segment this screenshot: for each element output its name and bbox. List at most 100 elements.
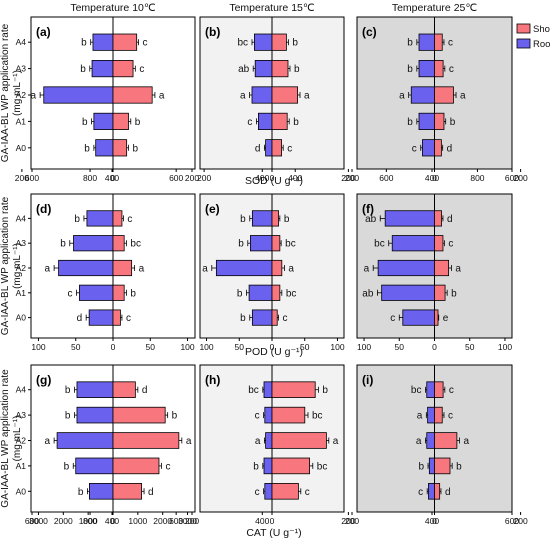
x-tick-label: 400: [255, 516, 269, 526]
root-bar: [76, 381, 114, 398]
shoot-bar: [434, 381, 444, 398]
x-tick-label: 400: [288, 173, 302, 183]
root-significance-letter: a: [417, 411, 423, 422]
root-significance-letter: ab: [362, 288, 374, 299]
root-significance-letter: a: [240, 91, 246, 102]
root-significance-letter: b: [237, 288, 243, 299]
panel-label: (c): [362, 25, 377, 39]
shoot-bar: [112, 259, 133, 277]
shoot-bar: [271, 432, 327, 449]
root-significance-letter: b: [65, 411, 71, 422]
shoot-significance-letter: c: [143, 38, 148, 49]
category-label: A2: [16, 263, 27, 273]
root-bar: [93, 112, 114, 130]
category-label: A3: [16, 64, 27, 74]
root-bar: [427, 406, 435, 424]
root-significance-letter: bc: [374, 239, 385, 250]
panel-b: (b)8006004002000200400600800dccbaaabbbcb: [25, 16, 519, 183]
x-tick-label: 0: [270, 173, 275, 183]
x-tick-label: 50: [71, 342, 81, 352]
shoot-bar: [434, 139, 442, 157]
shoot-bar: [434, 259, 449, 277]
shoot-bar: [271, 406, 306, 424]
panel-label: (g): [36, 373, 51, 387]
root-significance-letter: b: [407, 117, 413, 128]
panel-label: (a): [36, 25, 51, 39]
shoot-significance-letter: bc: [317, 461, 328, 472]
root-significance-letter: b: [78, 487, 84, 498]
root-significance-letter: a: [364, 264, 370, 275]
shoot-significance-letter: d: [447, 143, 453, 154]
shoot-significance-letter: a: [186, 436, 192, 447]
shoot-bar: [112, 381, 136, 398]
shoot-bar: [271, 60, 289, 78]
root-bar: [92, 33, 114, 51]
x-tick-label: 200: [341, 516, 355, 526]
root-bar: [43, 86, 114, 104]
shoot-bar: [112, 139, 128, 157]
panel-i: (i)8006004002000200400600800cdbbaaacbcc: [83, 364, 528, 526]
root-bar: [418, 33, 435, 51]
shoot-bar: [271, 112, 288, 130]
legend-swatch-root: [516, 38, 531, 49]
category-label: A1: [16, 461, 27, 471]
shoot-bar: [112, 284, 125, 301]
root-significance-letter: ab: [238, 64, 250, 75]
root-bar: [88, 309, 114, 326]
shoot-significance-letter: c: [287, 143, 292, 154]
root-bar: [402, 309, 435, 326]
root-bar: [410, 86, 435, 104]
root-bar: [73, 235, 114, 252]
x-tick-label: 100: [498, 342, 512, 352]
panel-label: (f): [362, 202, 374, 216]
x-tick-label: 800: [83, 516, 97, 526]
x-tick-label: 0: [111, 516, 116, 526]
shoot-significance-letter: a: [455, 264, 461, 275]
y-axis-title-unit: (mg mL⁻¹): [12, 416, 23, 462]
category-label: A4: [16, 213, 27, 223]
shoot-bar: [434, 60, 444, 78]
root-bar: [79, 284, 114, 301]
shoot-bar: [271, 139, 283, 157]
shoot-significance-letter: b: [292, 38, 298, 49]
shoot-significance-letter: b: [132, 143, 138, 154]
category-label: A3: [16, 238, 27, 248]
x-axis-title: POD (U g⁻¹): [245, 346, 303, 358]
root-bar: [418, 60, 435, 78]
category-label: A2: [16, 90, 27, 100]
shoot-bar: [112, 309, 121, 326]
shoot-significance-letter: b: [172, 411, 178, 422]
x-tick-label: 400: [255, 173, 269, 183]
shoot-significance-letter: b: [450, 117, 456, 128]
shoot-bar: [434, 235, 444, 252]
root-significance-letter: a: [45, 264, 51, 275]
shoot-bar: [271, 309, 278, 326]
shoot-bar: [112, 112, 129, 130]
x-tick-label: 50: [395, 342, 405, 352]
x-tick-label: 100: [357, 342, 371, 352]
panel-c: (c)8006004002000200400600800cdbbaabcbc: [83, 16, 528, 183]
shoot-bar: [112, 33, 138, 51]
shoot-bar: [112, 86, 153, 104]
root-significance-letter: b: [80, 64, 86, 75]
column-titles: Temperature 10℃ Temperature 15℃ Temperatur…: [70, 2, 477, 14]
x-tick-label: 0: [270, 516, 275, 526]
root-bar: [265, 432, 273, 449]
x-tick-label: 400: [425, 516, 439, 526]
panel-f: (f) 100 50 0 50 100 c e ab b a a bc c ab d: [356, 193, 513, 352]
root-significance-letter: b: [407, 64, 413, 75]
shoot-bar: [271, 259, 283, 277]
root-bar: [428, 483, 435, 500]
column-title: Temperature 10℃: [70, 2, 156, 14]
root-bar: [418, 112, 435, 130]
root-significance-letter: ab: [365, 214, 377, 225]
shoot-significance-letter: b: [135, 117, 141, 128]
root-significance-letter: bc: [411, 385, 422, 396]
root-significance-letter: b: [81, 38, 87, 49]
category-label: A1: [16, 288, 27, 298]
x-tick-label: 400: [105, 516, 119, 526]
x-tick-label: 2000: [54, 516, 73, 526]
row-axis-titles: SOD (U g⁻¹) POD (U g⁻¹) CAT (U g⁻¹): [245, 175, 303, 539]
panels: (a)8006004002000200400600800A0bbA1bbA2aa…: [15, 16, 528, 526]
